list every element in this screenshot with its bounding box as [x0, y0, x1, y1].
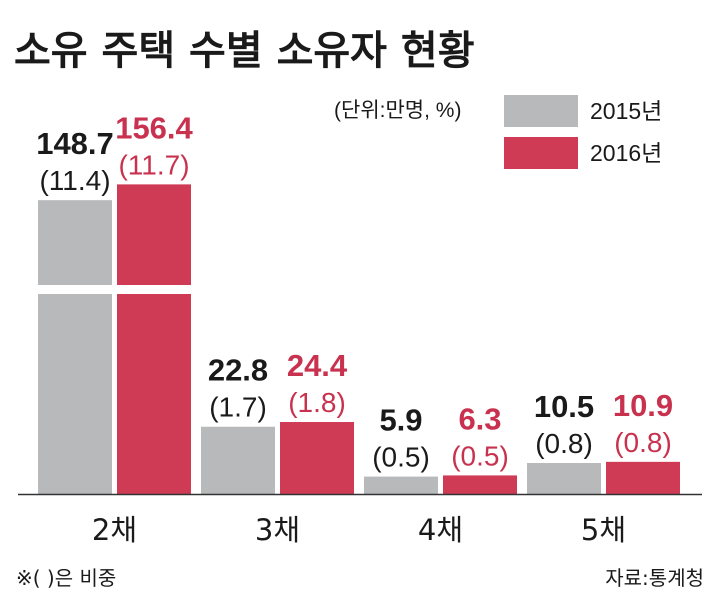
bar-2015-1 [38, 200, 112, 495]
axis-break-gap [37, 285, 113, 294]
value-label: 24.4 [287, 348, 348, 383]
share-label: (0.5) [372, 442, 430, 473]
bar-2015-3 [364, 476, 438, 494]
labels-group: 148.7 (11.4)156.4 (11.7) 22.8 (1.7) 24.4 (1.8)… [36, 110, 673, 472]
unit-note: (단위:만명, %) [334, 99, 461, 122]
share-label: (0.5) [451, 440, 509, 471]
value-label: 156.4 [115, 110, 193, 145]
bar-2016-4 [606, 461, 680, 494]
category-labels: 2채 3채 4채 5채 [92, 513, 626, 547]
bar-2016-3 [443, 475, 517, 494]
legend-swatch-2016 [504, 137, 578, 169]
value-label: 10.9 [613, 388, 673, 423]
share-label: (1.7) [209, 392, 267, 423]
value-label: 6.3 [458, 401, 501, 436]
legend-label-2016: 2016년 [590, 140, 662, 166]
value-label: 5.9 [379, 403, 422, 438]
bar-2015-4 [527, 463, 601, 494]
bar-2016-1 [117, 184, 191, 494]
legend: 2015년 2016년 [504, 95, 662, 169]
share-label: (1.8) [288, 387, 346, 418]
legend-label-2015: 2015년 [590, 98, 662, 124]
bar-2015-2 [201, 426, 275, 494]
value-label: 10.5 [534, 389, 594, 424]
legend-swatch-2015 [504, 95, 578, 127]
category-label: 2채 [92, 513, 137, 547]
share-label: (11.7) [118, 149, 189, 180]
category-label: 4채 [418, 513, 463, 547]
share-label: (0.8) [535, 428, 593, 459]
value-label: 22.8 [208, 353, 268, 388]
axis-break-gap [116, 285, 192, 294]
chart-title: 소유 주택 수별 소유자 현황 [14, 28, 475, 74]
value-label: 148.7 [36, 126, 114, 161]
category-label: 3채 [255, 513, 300, 547]
source-note: 자료:통계청 [605, 566, 704, 590]
footnote: ※( )은 비중 [16, 566, 116, 590]
share-label: (0.8) [614, 427, 672, 458]
bars-group [37, 184, 680, 495]
bar-2016-2 [280, 422, 354, 494]
category-label: 5채 [581, 513, 626, 547]
share-label: (11.4) [39, 165, 110, 196]
